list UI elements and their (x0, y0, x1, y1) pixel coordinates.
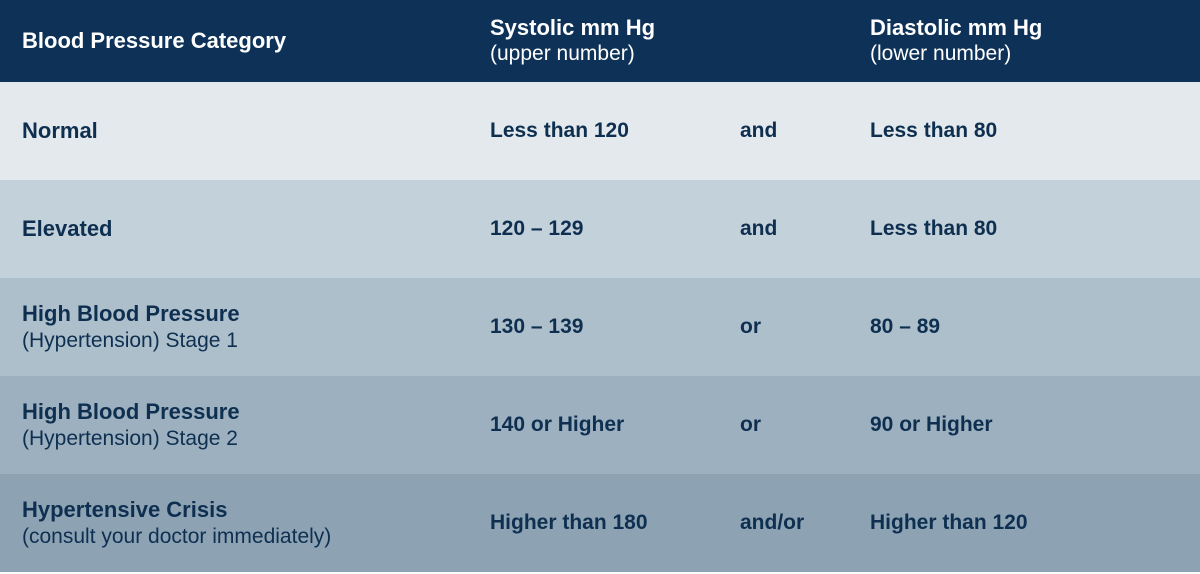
systolic-value: 120 – 129 (490, 217, 583, 240)
conjunction-value: and/or (740, 511, 804, 534)
systolic-cell: 120 – 129 (490, 217, 740, 241)
diastolic-value: 90 or Higher (870, 413, 993, 436)
diastolic-value: 80 – 89 (870, 315, 940, 338)
table-row: Normal Less than 120 and Less than 80 (0, 82, 1200, 180)
diastolic-value: Higher than 120 (870, 511, 1028, 534)
category-cell: High Blood Pressure (Hypertension) Stage… (0, 300, 490, 355)
header-systolic-title: Systolic mm Hg (490, 15, 730, 41)
table-row: Elevated 120 – 129 and Less than 80 (0, 180, 1200, 278)
category-sub: (consult your doctor immediately) (22, 523, 480, 550)
systolic-value: Less than 120 (490, 119, 629, 142)
systolic-cell: Less than 120 (490, 119, 740, 143)
conjunction-value: and (740, 217, 777, 240)
diastolic-cell: Less than 80 (870, 217, 1200, 241)
diastolic-cell: 80 – 89 (870, 315, 1200, 339)
category-sub: (Hypertension) Stage 2 (22, 425, 480, 452)
diastolic-cell: Higher than 120 (870, 511, 1200, 535)
diastolic-value: Less than 80 (870, 119, 997, 142)
systolic-value: Higher than 180 (490, 511, 648, 534)
category-title: Hypertensive Crisis (22, 496, 480, 524)
header-category-cell: Blood Pressure Category (0, 28, 490, 54)
conjunction-cell: and (740, 217, 870, 241)
category-sub: (Hypertension) Stage 1 (22, 327, 480, 354)
category-title: Normal (22, 117, 480, 145)
systolic-cell: Higher than 180 (490, 511, 740, 535)
conjunction-value: or (740, 315, 761, 338)
header-diastolic-title: Diastolic mm Hg (870, 15, 1180, 41)
header-systolic-cell: Systolic mm Hg (upper number) (490, 15, 740, 68)
category-title: High Blood Pressure (22, 300, 480, 328)
table-row: Hypertensive Crisis (consult your doctor… (0, 474, 1200, 572)
systolic-cell: 140 or Higher (490, 413, 740, 437)
diastolic-cell: Less than 80 (870, 119, 1200, 143)
table-row: High Blood Pressure (Hypertension) Stage… (0, 278, 1200, 376)
category-cell: Elevated (0, 215, 490, 243)
table-row: High Blood Pressure (Hypertension) Stage… (0, 376, 1200, 474)
systolic-value: 140 or Higher (490, 413, 624, 436)
conjunction-value: or (740, 413, 761, 436)
bp-category-table: Blood Pressure Category Systolic mm Hg (… (0, 0, 1200, 572)
conjunction-cell: and/or (740, 511, 870, 535)
conjunction-cell: or (740, 315, 870, 339)
systolic-value: 130 – 139 (490, 315, 583, 338)
diastolic-value: Less than 80 (870, 217, 997, 240)
header-diastolic-sub: (lower number) (870, 41, 1180, 67)
category-title: High Blood Pressure (22, 398, 480, 426)
conjunction-cell: or (740, 413, 870, 437)
header-systolic-sub: (upper number) (490, 41, 730, 67)
category-title: Elevated (22, 215, 480, 243)
header-category-title: Blood Pressure Category (22, 28, 480, 54)
category-cell: Normal (0, 117, 490, 145)
category-cell: High Blood Pressure (Hypertension) Stage… (0, 398, 490, 453)
systolic-cell: 130 – 139 (490, 315, 740, 339)
conjunction-value: and (740, 119, 777, 142)
table-header-row: Blood Pressure Category Systolic mm Hg (… (0, 0, 1200, 82)
category-cell: Hypertensive Crisis (consult your doctor… (0, 496, 490, 551)
diastolic-cell: 90 or Higher (870, 413, 1200, 437)
conjunction-cell: and (740, 119, 870, 143)
header-diastolic-cell: Diastolic mm Hg (lower number) (870, 15, 1200, 68)
